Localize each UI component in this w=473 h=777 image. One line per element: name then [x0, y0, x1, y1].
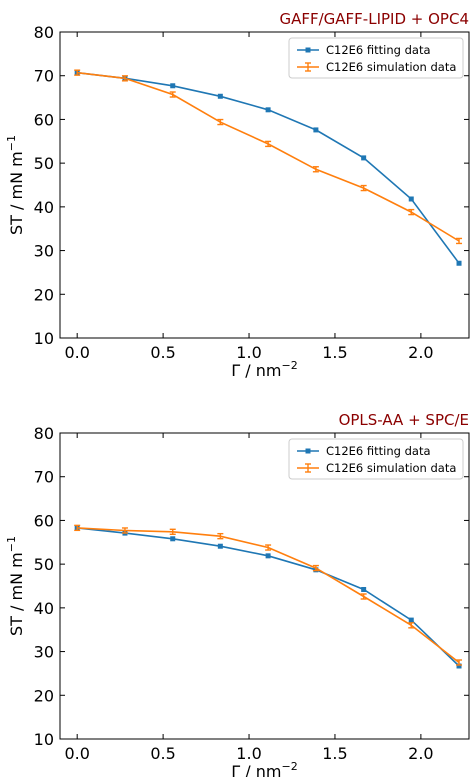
y-axis-label: ST / mN m−1: [5, 135, 26, 235]
data-point-fitting: [408, 617, 414, 623]
x-axis-label: Γ / nm−2: [231, 359, 297, 380]
y-tick-label: 80: [34, 23, 54, 42]
y-tick-label: 70: [34, 468, 54, 487]
legend-box: [288, 37, 464, 79]
data-point-fitting: [456, 663, 462, 669]
y-tick-label: 10: [34, 329, 54, 348]
y-tick-label: 20: [34, 285, 54, 304]
x-tick-label: 0.5: [150, 744, 175, 763]
chart-title: GAFF/GAFF-LIPID + OPC4: [279, 10, 469, 28]
y-tick-label: 60: [34, 511, 54, 530]
x-tick-label: 0.0: [64, 343, 89, 362]
legend-label-fitting: C12E6 fitting data: [326, 43, 431, 57]
y-tick-label: 10: [34, 730, 54, 749]
legend-box: [288, 438, 464, 480]
x-tick-label: 1.5: [322, 343, 347, 362]
data-point-fitting: [217, 543, 223, 549]
legend-label-simulation: C12E6 simulation data: [326, 60, 456, 74]
y-tick-label: 60: [34, 110, 54, 129]
x-tick-label: 1.5: [322, 744, 347, 763]
data-point-fitting: [313, 127, 319, 133]
y-axis-label: ST / mN m−1: [5, 536, 26, 636]
y-tick-label: 20: [34, 686, 54, 705]
x-tick-label: 2.0: [408, 343, 433, 362]
panel-top: GAFF/GAFF-LIPID + OPC4 0.0 0.5 1.0 1.5 2.0 10 2…: [5, 10, 470, 380]
legend-label-simulation: C12E6 simulation data: [326, 461, 456, 475]
y-tick-label: 30: [34, 242, 54, 261]
legend-label-fitting: C12E6 fitting data: [326, 444, 431, 458]
plot-frame: [59, 31, 470, 339]
x-tick-label: 0.5: [150, 343, 175, 362]
legend-swatch-marker: [305, 47, 311, 53]
data-point-fitting: [170, 536, 176, 542]
plot-frame: [59, 432, 470, 740]
legend-swatch-marker: [305, 448, 311, 454]
y-tick-label: 40: [34, 599, 54, 618]
data-point-fitting: [361, 155, 367, 161]
y-tick-label: 40: [34, 198, 54, 217]
series-line-simulation: [77, 71, 460, 242]
chart-title: OPLS-AA + SPC/E: [339, 411, 469, 429]
panel-bottom: OPLS-AA + SPC/E 0.0 0.5 1.0 1.5 2.0 10 20 30 40 50…: [5, 411, 470, 777]
y-tick-label: 70: [34, 67, 54, 86]
y-tick-label: 50: [34, 154, 54, 173]
y-tick-label: 50: [34, 555, 54, 574]
data-point-fitting: [265, 107, 271, 113]
data-point-fitting: [456, 260, 462, 266]
series-line-fitting: [77, 71, 460, 264]
x-axis-label: Γ / nm−2: [231, 760, 297, 777]
data-point-fitting: [408, 196, 414, 202]
data-point-fitting: [217, 93, 223, 99]
x-tick-label: 1.0: [236, 343, 261, 362]
data-point-fitting: [265, 553, 271, 559]
data-point-fitting: [361, 586, 367, 592]
x-tick-label: 2.0: [408, 744, 433, 763]
y-tick-label: 30: [34, 643, 54, 662]
data-point-fitting: [170, 83, 176, 89]
y-tick-label: 80: [34, 424, 54, 443]
x-tick-label: 1.0: [236, 744, 261, 763]
x-tick-label: 0.0: [64, 744, 89, 763]
